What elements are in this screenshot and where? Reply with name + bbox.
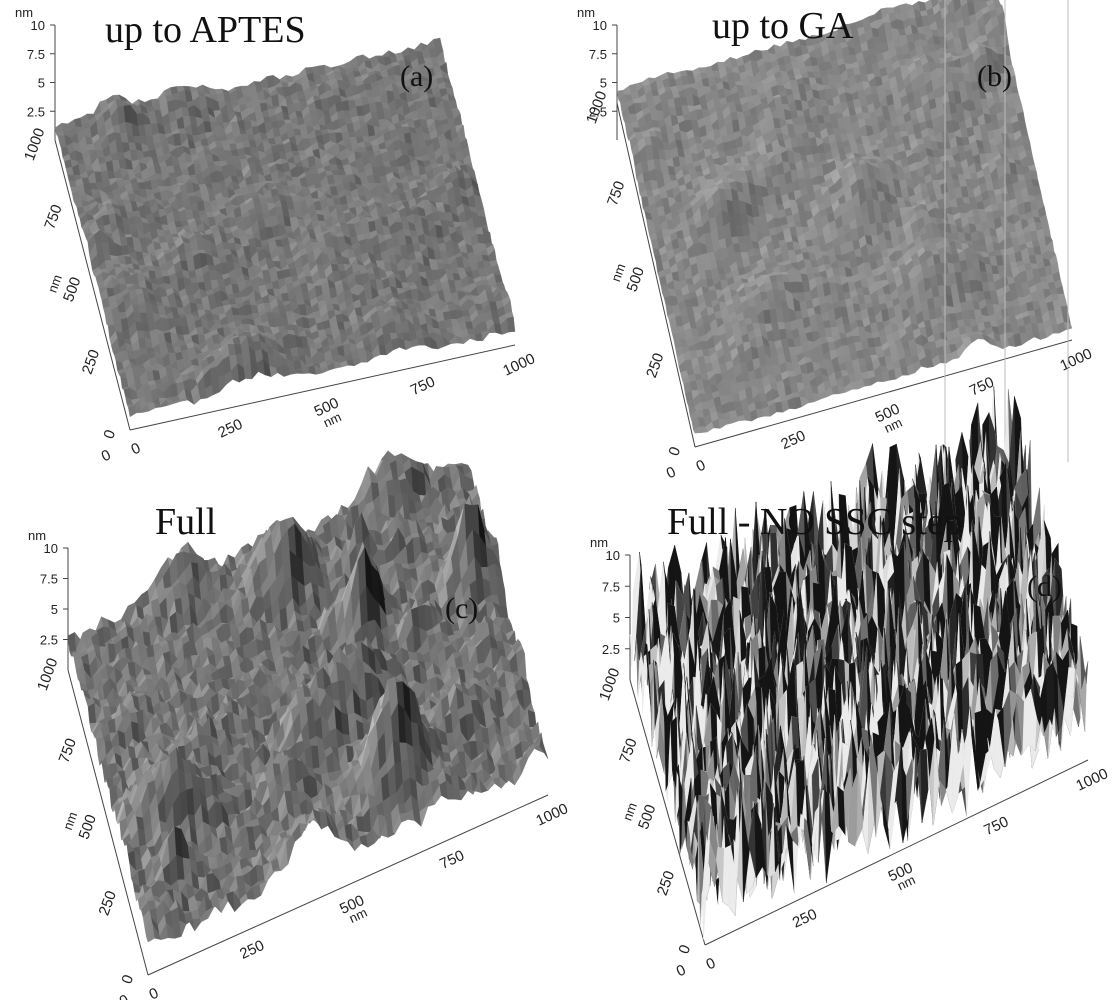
y-axis-line bbox=[54, 139, 131, 431]
y-axis-unit: nm bbox=[60, 810, 80, 832]
y-axis-line bbox=[629, 679, 706, 946]
x-tick-label: 1000 bbox=[500, 350, 537, 380]
z-axis-unit: nm bbox=[590, 535, 608, 550]
origin-label: 0 bbox=[664, 463, 679, 482]
z-tick-label: 5 bbox=[51, 602, 58, 617]
afm-panel-a: nm 10 7.5 5 2.5 1000 750 500 250 0 nm 0 250 500 750 100… bbox=[0, 0, 557, 500]
x-tick-label: 1000 bbox=[1057, 345, 1094, 375]
x-tick-label: 250 bbox=[790, 906, 820, 932]
y-tick-label: 750 bbox=[41, 202, 66, 231]
x-tick-label: 750 bbox=[967, 374, 997, 400]
z-tick-label: 7.5 bbox=[40, 572, 58, 587]
x-tick-label: 0 bbox=[147, 985, 162, 1000]
x-axis-unit: nm bbox=[882, 415, 905, 436]
y-tick-label: 750 bbox=[604, 179, 629, 208]
y-tick-label: 750 bbox=[56, 736, 81, 765]
afm-panel-c: nm 10 7.5 5 2.5 1000 750 500 250 0 nm 0 250 500 750 100… bbox=[0, 450, 571, 1000]
panel-title: Full - NO SSC step bbox=[667, 501, 963, 543]
z-tick-label: 10 bbox=[593, 18, 607, 33]
x-axis-unit: nm bbox=[321, 409, 344, 430]
origin-label: 0 bbox=[99, 446, 114, 465]
origin-label: 0 bbox=[117, 991, 132, 1000]
panel-label: (b) bbox=[977, 60, 1012, 93]
panel-title: Full bbox=[155, 501, 217, 543]
y-tick-label: 750 bbox=[616, 736, 641, 765]
surface-mesh bbox=[67, 450, 549, 943]
surface-mesh bbox=[616, 0, 1073, 434]
afm-surface-plot: nm107.552.510007505002500nm0250500750100… bbox=[577, 0, 1095, 482]
z-tick-label: 2.5 bbox=[602, 642, 620, 657]
z-tick-label: 2.5 bbox=[27, 104, 45, 119]
y-tick-label: 250 bbox=[643, 351, 668, 380]
panel-label: (a) bbox=[400, 60, 434, 93]
x-axis-line bbox=[694, 339, 1073, 448]
afm-panel-d: nm 10 7.5 5 2.5 1000 750 500 250 0 nm 0 250 500 750 100… bbox=[557, 386, 1114, 1000]
z-tick-label: 10 bbox=[606, 548, 620, 563]
surface-mesh bbox=[629, 386, 1089, 940]
afm-surface-plot: nm107.552.510007505002500nm0250500750100… bbox=[15, 5, 538, 465]
x-tick-label: 250 bbox=[215, 416, 245, 442]
z-tick-label: 5 bbox=[613, 611, 620, 626]
z-axis-unit: nm bbox=[15, 5, 33, 20]
y-tick-label: 1000 bbox=[21, 126, 48, 163]
x-tick-label: 250 bbox=[778, 427, 808, 453]
surface-mesh bbox=[54, 37, 516, 418]
panel-label: (c) bbox=[445, 592, 479, 625]
x-axis-line bbox=[147, 794, 549, 976]
z-tick-label: 5 bbox=[38, 76, 45, 91]
x-tick-label: 0 bbox=[129, 440, 144, 459]
y-tick-label: 0 bbox=[118, 973, 137, 987]
afm-panel-b: nm 10 7.5 5 2.5 1000 750 500 250 0 nm 0 250 500 750 100… bbox=[557, 0, 1114, 500]
z-tick-label: 7.5 bbox=[589, 47, 607, 62]
y-axis-line bbox=[67, 669, 149, 976]
x-tick-label: 0 bbox=[704, 955, 719, 974]
y-axis-unit: nm bbox=[45, 273, 65, 295]
panel-title: up to APTES bbox=[105, 9, 306, 51]
z-tick-label: 10 bbox=[31, 18, 45, 33]
z-axis-unit: nm bbox=[577, 5, 595, 20]
y-tick-label: 250 bbox=[79, 347, 104, 376]
y-axis-line bbox=[616, 102, 696, 448]
z-tick-label: 10 bbox=[44, 541, 58, 556]
x-axis-line bbox=[704, 759, 1089, 946]
y-tick-label: 1000 bbox=[596, 666, 623, 703]
z-tick-label: 7.5 bbox=[27, 47, 45, 62]
x-tick-label: 750 bbox=[981, 813, 1011, 839]
afm-surface-plot: nm107.552.510007505002500nm0250500750100… bbox=[590, 386, 1111, 980]
y-tick-label: 0 bbox=[665, 445, 684, 459]
x-tick-label: 250 bbox=[237, 937, 267, 963]
z-tick-label: 2.5 bbox=[589, 104, 607, 119]
y-tick-label: 0 bbox=[100, 428, 119, 442]
origin-label: 0 bbox=[674, 961, 689, 980]
x-tick-label: 750 bbox=[408, 373, 438, 399]
x-tick-label: 750 bbox=[437, 847, 467, 873]
y-tick-label: 250 bbox=[96, 889, 121, 918]
afm-surface-plot: nm107.552.510007505002500nm0250500750100… bbox=[28, 450, 571, 1000]
x-tick-label: 1000 bbox=[1073, 765, 1110, 795]
y-axis-unit: nm bbox=[620, 801, 640, 823]
z-axis-unit: nm bbox=[28, 528, 46, 543]
x-axis-unit: nm bbox=[895, 872, 918, 893]
y-tick-label: 250 bbox=[654, 869, 679, 898]
y-tick-label: 0 bbox=[675, 943, 694, 957]
panel-label: (d) bbox=[1027, 570, 1062, 603]
panel-title: up to GA bbox=[712, 5, 854, 47]
y-tick-label: 1000 bbox=[34, 656, 61, 693]
z-tick-label: 7.5 bbox=[602, 579, 620, 594]
x-tick-label: 0 bbox=[694, 457, 709, 476]
y-axis-unit: nm bbox=[608, 262, 628, 284]
z-tick-label: 5 bbox=[600, 76, 607, 91]
x-axis-unit: nm bbox=[347, 905, 370, 926]
x-axis-line bbox=[129, 344, 516, 431]
z-tick-label: 2.5 bbox=[40, 633, 58, 648]
